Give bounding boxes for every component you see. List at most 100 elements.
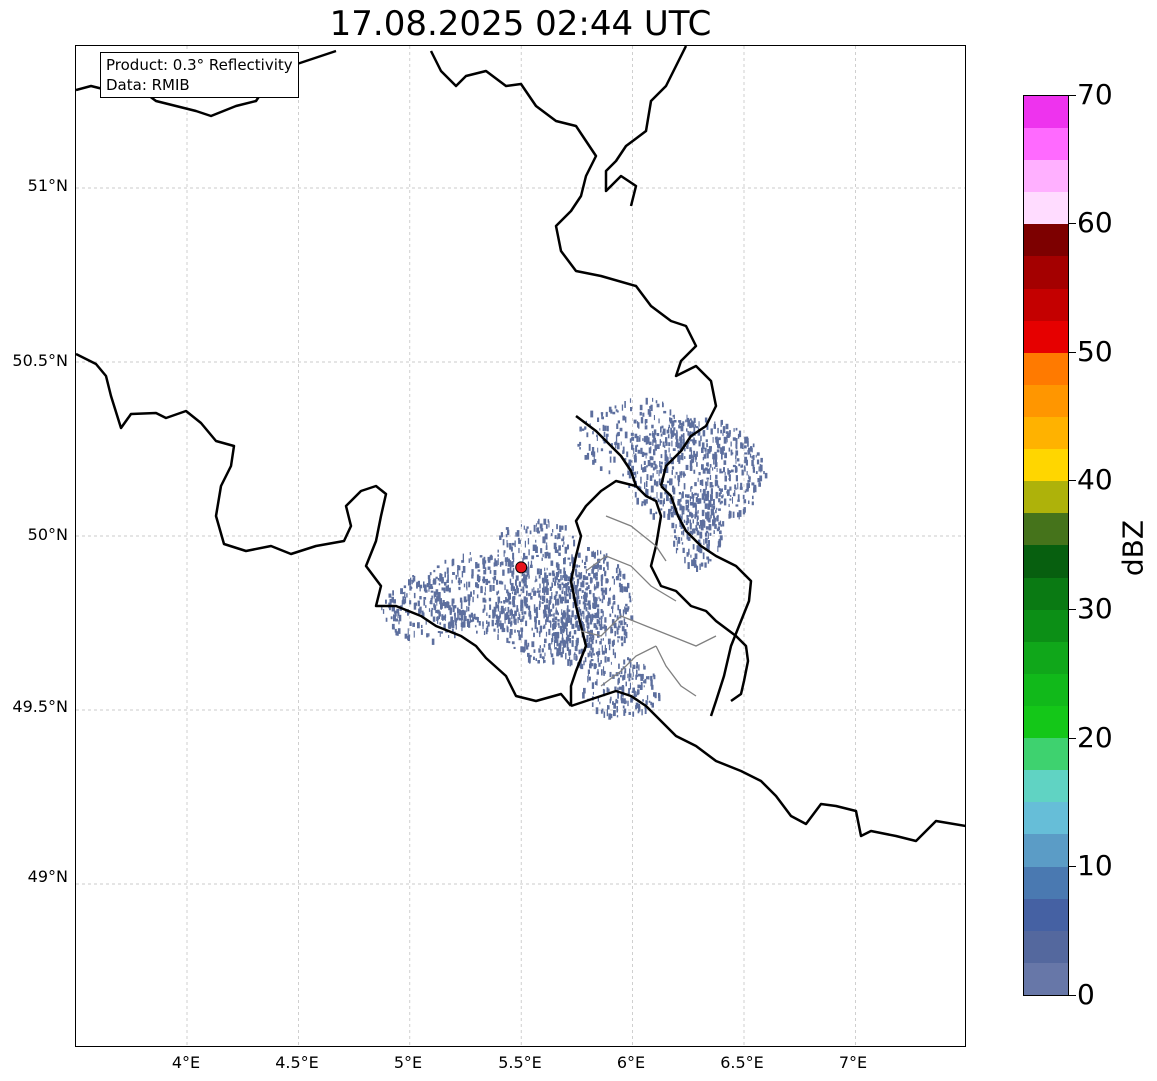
radar-echo: [645, 489, 649, 496]
colorbar-tick-mark: [1069, 995, 1076, 996]
radar-echo: [463, 616, 467, 621]
radar-echo: [448, 605, 451, 611]
radar-echo: [559, 625, 563, 631]
radar-echo: [396, 631, 399, 636]
radar-echo: [473, 590, 475, 595]
radar-echo: [688, 434, 691, 437]
radar-echo: [622, 415, 625, 421]
radar-echo: [491, 619, 494, 627]
radar-echo: [575, 614, 578, 619]
radar-echo: [721, 488, 723, 492]
radar-echo: [637, 471, 639, 475]
radar-echo: [614, 614, 616, 618]
radar-echo: [604, 589, 607, 595]
radar-echo: [550, 608, 553, 612]
radar-echo: [545, 631, 548, 637]
radar-echo: [644, 466, 647, 472]
colorbar-tick-label: 20: [1077, 721, 1113, 754]
lon-tick-label: 4°E: [171, 1053, 201, 1072]
radar-echo: [699, 563, 701, 570]
radar-echo: [493, 611, 495, 615]
radar-echo: [739, 486, 743, 490]
radar-echo: [700, 562, 704, 567]
admin-border: [580, 615, 622, 637]
radar-echo: [748, 447, 751, 454]
radar-echo: [680, 434, 683, 438]
radar-echo: [462, 622, 464, 628]
radar-echo: [536, 612, 539, 618]
radar-echo: [651, 702, 654, 708]
radar-echo: [669, 417, 671, 422]
radar-echo: [429, 575, 431, 578]
colorbar-tick-label: 40: [1077, 463, 1113, 496]
radar-echo: [638, 422, 640, 429]
colorbar-segment: [1024, 738, 1068, 771]
radar-echo: [554, 640, 555, 647]
radar-echo: [622, 473, 624, 477]
radar-echo: [474, 625, 477, 628]
radar-echo: [425, 605, 427, 608]
radar-map[interactable]: [75, 45, 966, 1047]
radar-echo: [508, 641, 511, 644]
radar-echo: [687, 417, 689, 423]
radar-echo: [521, 631, 523, 638]
radar-echo: [535, 658, 537, 661]
radar-echo: [623, 636, 626, 644]
radar-echo: [627, 470, 631, 475]
radar-echo: [608, 644, 611, 651]
radar-echo: [720, 488, 722, 494]
radar-echo: [730, 441, 732, 447]
radar-echo: [656, 433, 660, 437]
radar-echo: [665, 437, 668, 443]
radar-echo: [476, 594, 479, 599]
radar-echo: [596, 436, 598, 441]
radar-echo: [710, 495, 713, 501]
radar-echo: [423, 581, 425, 588]
radar-echo: [600, 412, 604, 415]
radar-echo: [412, 575, 415, 578]
radar-echo: [437, 592, 439, 598]
radar-echo: [631, 444, 634, 450]
radar-echo: [482, 562, 485, 569]
radar-echo: [617, 573, 620, 578]
radar-echo: [381, 605, 383, 611]
radar-echo: [485, 578, 488, 585]
radar-echo: [461, 624, 463, 632]
radar-echo: [574, 614, 577, 620]
radar-echo: [671, 458, 674, 465]
radar-echo: [560, 617, 564, 624]
radar-echo: [542, 596, 544, 599]
radar-echo: [421, 624, 423, 628]
radar-echo: [392, 590, 394, 596]
radar-echo: [718, 498, 721, 503]
radar-echo: [665, 466, 669, 473]
colorbar-segment: [1024, 898, 1068, 931]
radar-echo: [637, 710, 640, 714]
radar-echo: [750, 446, 753, 452]
radar-echo: [722, 494, 724, 498]
radar-echo: [616, 715, 619, 718]
radar-echo: [713, 517, 716, 525]
radar-echo: [628, 658, 632, 664]
radar-echo: [628, 673, 632, 678]
colorbar-segment: [1024, 128, 1068, 161]
radar-echo: [671, 466, 675, 470]
radar-echo: [587, 669, 590, 674]
radar-echo: [665, 456, 669, 462]
radar-echo: [578, 572, 582, 580]
radar-echo: [669, 453, 671, 460]
colorbar-tick-mark: [1069, 223, 1076, 224]
radar-echo: [621, 686, 625, 693]
radar-echo: [701, 493, 705, 500]
radar-echo: [507, 568, 510, 574]
radar-echo: [633, 419, 637, 424]
radar-echo: [600, 448, 604, 452]
radar-echo: [483, 604, 486, 611]
radar-echo: [561, 609, 563, 614]
radar-echo: [614, 442, 617, 446]
radar-echo: [638, 705, 641, 712]
radar-echo: [671, 471, 673, 475]
radar-echo: [658, 692, 661, 698]
radar-echo: [703, 539, 705, 545]
radar-echo: [700, 489, 702, 493]
